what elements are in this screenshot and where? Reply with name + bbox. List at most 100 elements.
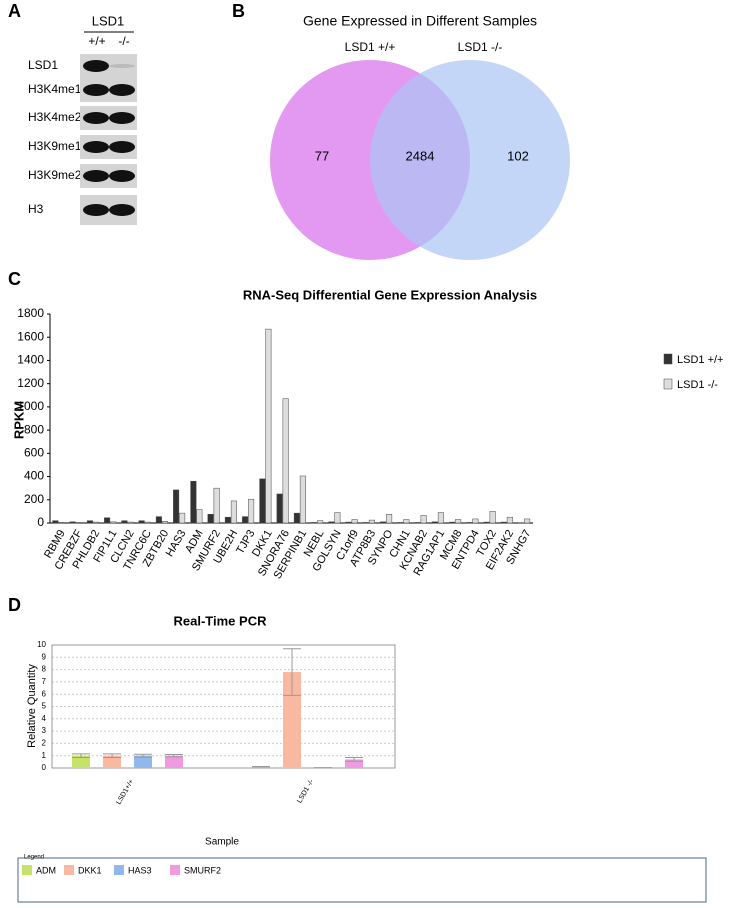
legend-swatch <box>663 353 673 365</box>
error-bar <box>345 757 363 762</box>
bar <box>190 480 197 524</box>
y-tick-label: 400 <box>24 469 44 483</box>
blot-row-label: H3K4me2 <box>28 110 82 124</box>
y-tick-label: 600 <box>24 446 44 460</box>
bar <box>144 521 151 524</box>
venn-circle <box>370 60 570 260</box>
x-axis-label: Sample <box>205 837 239 848</box>
y-tick-label: 1200 <box>17 376 44 390</box>
legend-box <box>17 857 707 903</box>
bar <box>403 519 410 524</box>
y-tick-label: 9 <box>42 652 47 661</box>
chart-title: Real-Time PCR <box>174 613 268 628</box>
legend-label: SMURF2 <box>184 865 221 875</box>
y-tick-label: 2 <box>42 739 47 748</box>
venn-count: 2484 <box>406 148 435 163</box>
y-tick-label: 7 <box>42 677 47 686</box>
x-tick-label: LSD1 -/- <box>296 778 315 805</box>
legend-label: DKK1 <box>78 865 102 875</box>
bar <box>489 511 496 524</box>
chart-title: RNA-Seq Differential Gene Expression Ana… <box>243 287 537 302</box>
blot-band <box>83 112 109 124</box>
bar <box>386 514 393 524</box>
blot-row-label: H3K9me2 <box>28 168 82 182</box>
bar <box>334 512 341 524</box>
y-tick-label: 10 <box>37 640 46 649</box>
bar <box>213 487 220 524</box>
blot-band <box>109 170 135 182</box>
y-tick-label: 0 <box>42 763 47 772</box>
bar <box>345 759 363 768</box>
plot-frame <box>51 644 396 769</box>
bar <box>299 475 306 524</box>
y-tick-label: 1000 <box>17 399 44 413</box>
bar <box>345 521 352 524</box>
venn-set-label: LSD1 -/- <box>458 40 503 54</box>
y-tick-label: 6 <box>42 689 47 698</box>
bar <box>127 521 134 524</box>
y-tick-label: 1800 <box>17 306 44 320</box>
bar <box>110 521 117 524</box>
blot-row-label: H3K9me1 <box>28 139 82 153</box>
y-axis-label: RPKM <box>11 401 26 439</box>
legend-swatch <box>22 865 32 875</box>
venn-count: 77 <box>315 148 329 163</box>
legend-label: LSD1 -/- <box>677 379 718 391</box>
legend-swatch <box>170 865 180 875</box>
bar <box>72 755 90 768</box>
venn-set-label: LSD1 +/+ <box>345 40 396 54</box>
error-bar <box>103 753 121 759</box>
venn-title: Gene Expressed in Different Samples <box>303 13 537 29</box>
bar <box>161 521 168 524</box>
bar <box>368 519 375 524</box>
legend-label: ADM <box>36 865 56 875</box>
bar <box>397 522 404 524</box>
error-bar <box>165 753 183 758</box>
bar <box>449 521 456 524</box>
bar <box>230 500 237 524</box>
y-axis-label: Relative Quantity <box>26 664 38 748</box>
blot-group-label: LSD1 <box>92 13 125 28</box>
venn-count: 102 <box>507 148 529 163</box>
bar <box>500 521 507 524</box>
blot-band <box>109 64 135 68</box>
bar <box>165 755 183 768</box>
blot-row-label: H3K4me1 <box>28 82 82 96</box>
legend-swatch <box>64 865 74 875</box>
bar <box>420 515 427 524</box>
bar <box>506 516 513 524</box>
bar <box>121 520 128 524</box>
bar <box>524 518 531 524</box>
bar <box>351 519 358 524</box>
bar <box>472 518 479 524</box>
bar <box>380 521 387 524</box>
panel-label: C <box>8 269 21 289</box>
bar <box>58 522 65 524</box>
panel-label: B <box>232 1 245 21</box>
legend-swatch <box>663 378 673 390</box>
y-tick-label: 800 <box>24 422 44 436</box>
bar <box>138 520 145 524</box>
bar <box>155 516 162 524</box>
y-tick-label: 4 <box>42 714 47 723</box>
y-tick-label: 0 <box>37 515 44 529</box>
blot-band <box>109 141 135 153</box>
y-tick-label: 200 <box>24 492 44 506</box>
y-tick-label: 8 <box>42 665 47 674</box>
lane-label: +/+ <box>88 34 105 48</box>
error-bar <box>283 648 301 696</box>
blot-row-label: H3 <box>28 202 44 216</box>
bar <box>276 493 283 524</box>
legend-title: Legend <box>24 855 44 861</box>
bar <box>466 522 473 524</box>
bar <box>414 522 421 524</box>
legend-swatch <box>114 865 124 875</box>
bar <box>248 498 255 524</box>
bar <box>179 512 186 524</box>
blot-band <box>109 204 135 216</box>
bar <box>311 522 318 524</box>
bar <box>75 522 82 524</box>
lane-label: -/- <box>118 34 129 48</box>
bar <box>242 516 249 524</box>
bar <box>455 519 462 524</box>
